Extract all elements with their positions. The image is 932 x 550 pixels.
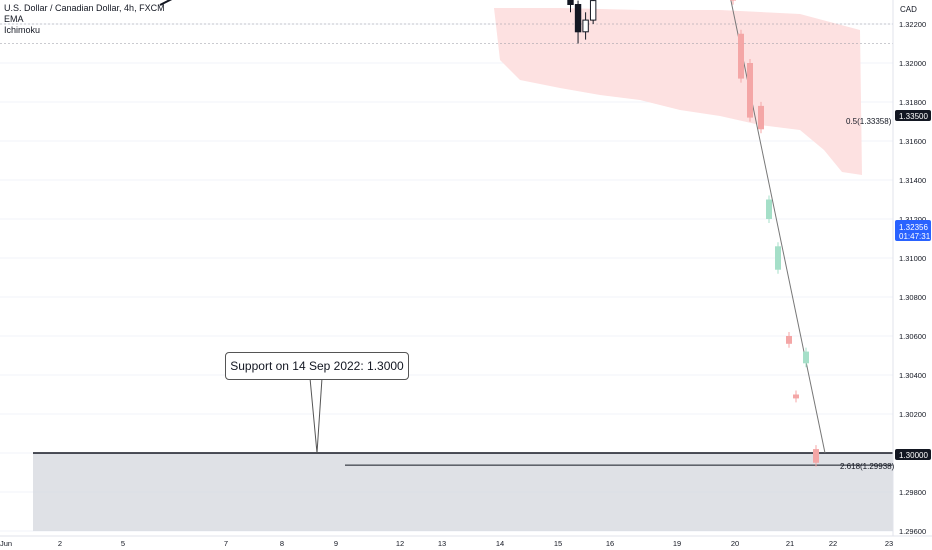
candle-body bbox=[589, 0, 597, 21]
price-tick: 1.29600 bbox=[899, 527, 926, 536]
projection-body bbox=[793, 394, 799, 399]
support-price-tag: 1.30000 bbox=[895, 449, 931, 460]
time-tick: 19 bbox=[673, 539, 681, 548]
price-tick: 1.31200 bbox=[899, 215, 926, 224]
projection-body bbox=[766, 199, 772, 219]
fib-05-label: 0.5(1.33358) bbox=[846, 117, 892, 126]
support-zone bbox=[33, 453, 893, 531]
time-tick: 12 bbox=[396, 539, 404, 548]
time-tick: 21 bbox=[786, 539, 794, 548]
projection-body bbox=[786, 336, 792, 344]
time-tick: 14 bbox=[496, 539, 504, 548]
projection-body bbox=[747, 63, 753, 118]
time-tick: 13 bbox=[438, 539, 446, 548]
cloud-area bbox=[494, 8, 862, 175]
price-tick: 1.31000 bbox=[899, 254, 926, 263]
downtrend-line bbox=[159, 0, 173, 6]
price-tick: 1.30600 bbox=[899, 332, 926, 341]
time-tick: 22 bbox=[829, 539, 837, 548]
projection-body bbox=[730, 0, 736, 1]
current-price-tag: 1.32356 01:47:31 bbox=[895, 220, 931, 241]
price-tick: 1.30200 bbox=[899, 410, 926, 419]
fib-2618-label: 2.618(1.29938) bbox=[840, 462, 895, 471]
price-zones bbox=[33, 453, 893, 531]
time-tick: 5 bbox=[121, 539, 125, 548]
currency-label: CAD bbox=[900, 5, 917, 14]
projection-body bbox=[758, 105, 764, 130]
time-tick: 23 bbox=[885, 539, 893, 548]
ichimoku-indicator-label[interactable]: Ichimoku bbox=[4, 25, 41, 35]
current-price-text: 1.32356 bbox=[899, 223, 928, 232]
time-tick: 7 bbox=[224, 539, 228, 548]
price-tick: 1.32200 bbox=[899, 20, 926, 29]
resistance-price-text: 1.33500 bbox=[899, 112, 928, 121]
time-tick: 16 bbox=[606, 539, 614, 548]
price-axis[interactable]: 1.344001.342001.340001.338001.336001.334… bbox=[892, 0, 932, 550]
projection-body bbox=[775, 246, 781, 270]
price-tick: 1.31400 bbox=[899, 176, 926, 185]
callout-pointer bbox=[309, 377, 323, 454]
time-axis[interactable]: Jun 2 5 7 8 9 12 13 14 15 16 19 20 21 22 23 bbox=[0, 535, 932, 550]
candle-body bbox=[582, 19, 589, 33]
time-tick: Jun bbox=[0, 539, 12, 548]
candle-body bbox=[574, 4, 582, 33]
drawn-lines[interactable] bbox=[0, 0, 893, 466]
time-tick: 20 bbox=[731, 539, 739, 548]
time-tick: 2 bbox=[58, 539, 62, 548]
ichimoku-cloud bbox=[494, 8, 862, 175]
symbol-title[interactable]: U.S. Dollar / Canadian Dollar, 4h, FXCM bbox=[4, 3, 165, 13]
time-tick: 15 bbox=[554, 539, 562, 548]
price-tick: 1.32000 bbox=[899, 59, 926, 68]
candle-body bbox=[567, 0, 574, 5]
price-tick: 1.30800 bbox=[899, 293, 926, 302]
ema-indicator-label[interactable]: EMA bbox=[4, 14, 24, 24]
projection-candles bbox=[730, 0, 819, 467]
support-callout[interactable]: Support on 14 Sep 2022: 1.3000 bbox=[225, 352, 409, 380]
price-tick: 1.30400 bbox=[899, 371, 926, 380]
resistance-price-tag: 1.33500 bbox=[895, 110, 931, 121]
support-price-text: 1.30000 bbox=[899, 451, 928, 460]
price-tick: 1.31600 bbox=[899, 137, 926, 146]
candles bbox=[567, 0, 597, 44]
price-tick: 1.29800 bbox=[899, 488, 926, 497]
chart-legend: U.S. Dollar / Canadian Dollar, 4h, FXCM … bbox=[4, 3, 165, 36]
projection-body bbox=[738, 33, 744, 79]
projection-body bbox=[813, 449, 819, 463]
price-tick: 1.31800 bbox=[899, 98, 926, 107]
projection-trendline bbox=[730, 0, 826, 454]
time-tick: 8 bbox=[280, 539, 284, 548]
projection-body bbox=[803, 351, 809, 364]
countdown-text: 01:47:31 bbox=[899, 232, 931, 241]
time-tick: 9 bbox=[334, 539, 338, 548]
